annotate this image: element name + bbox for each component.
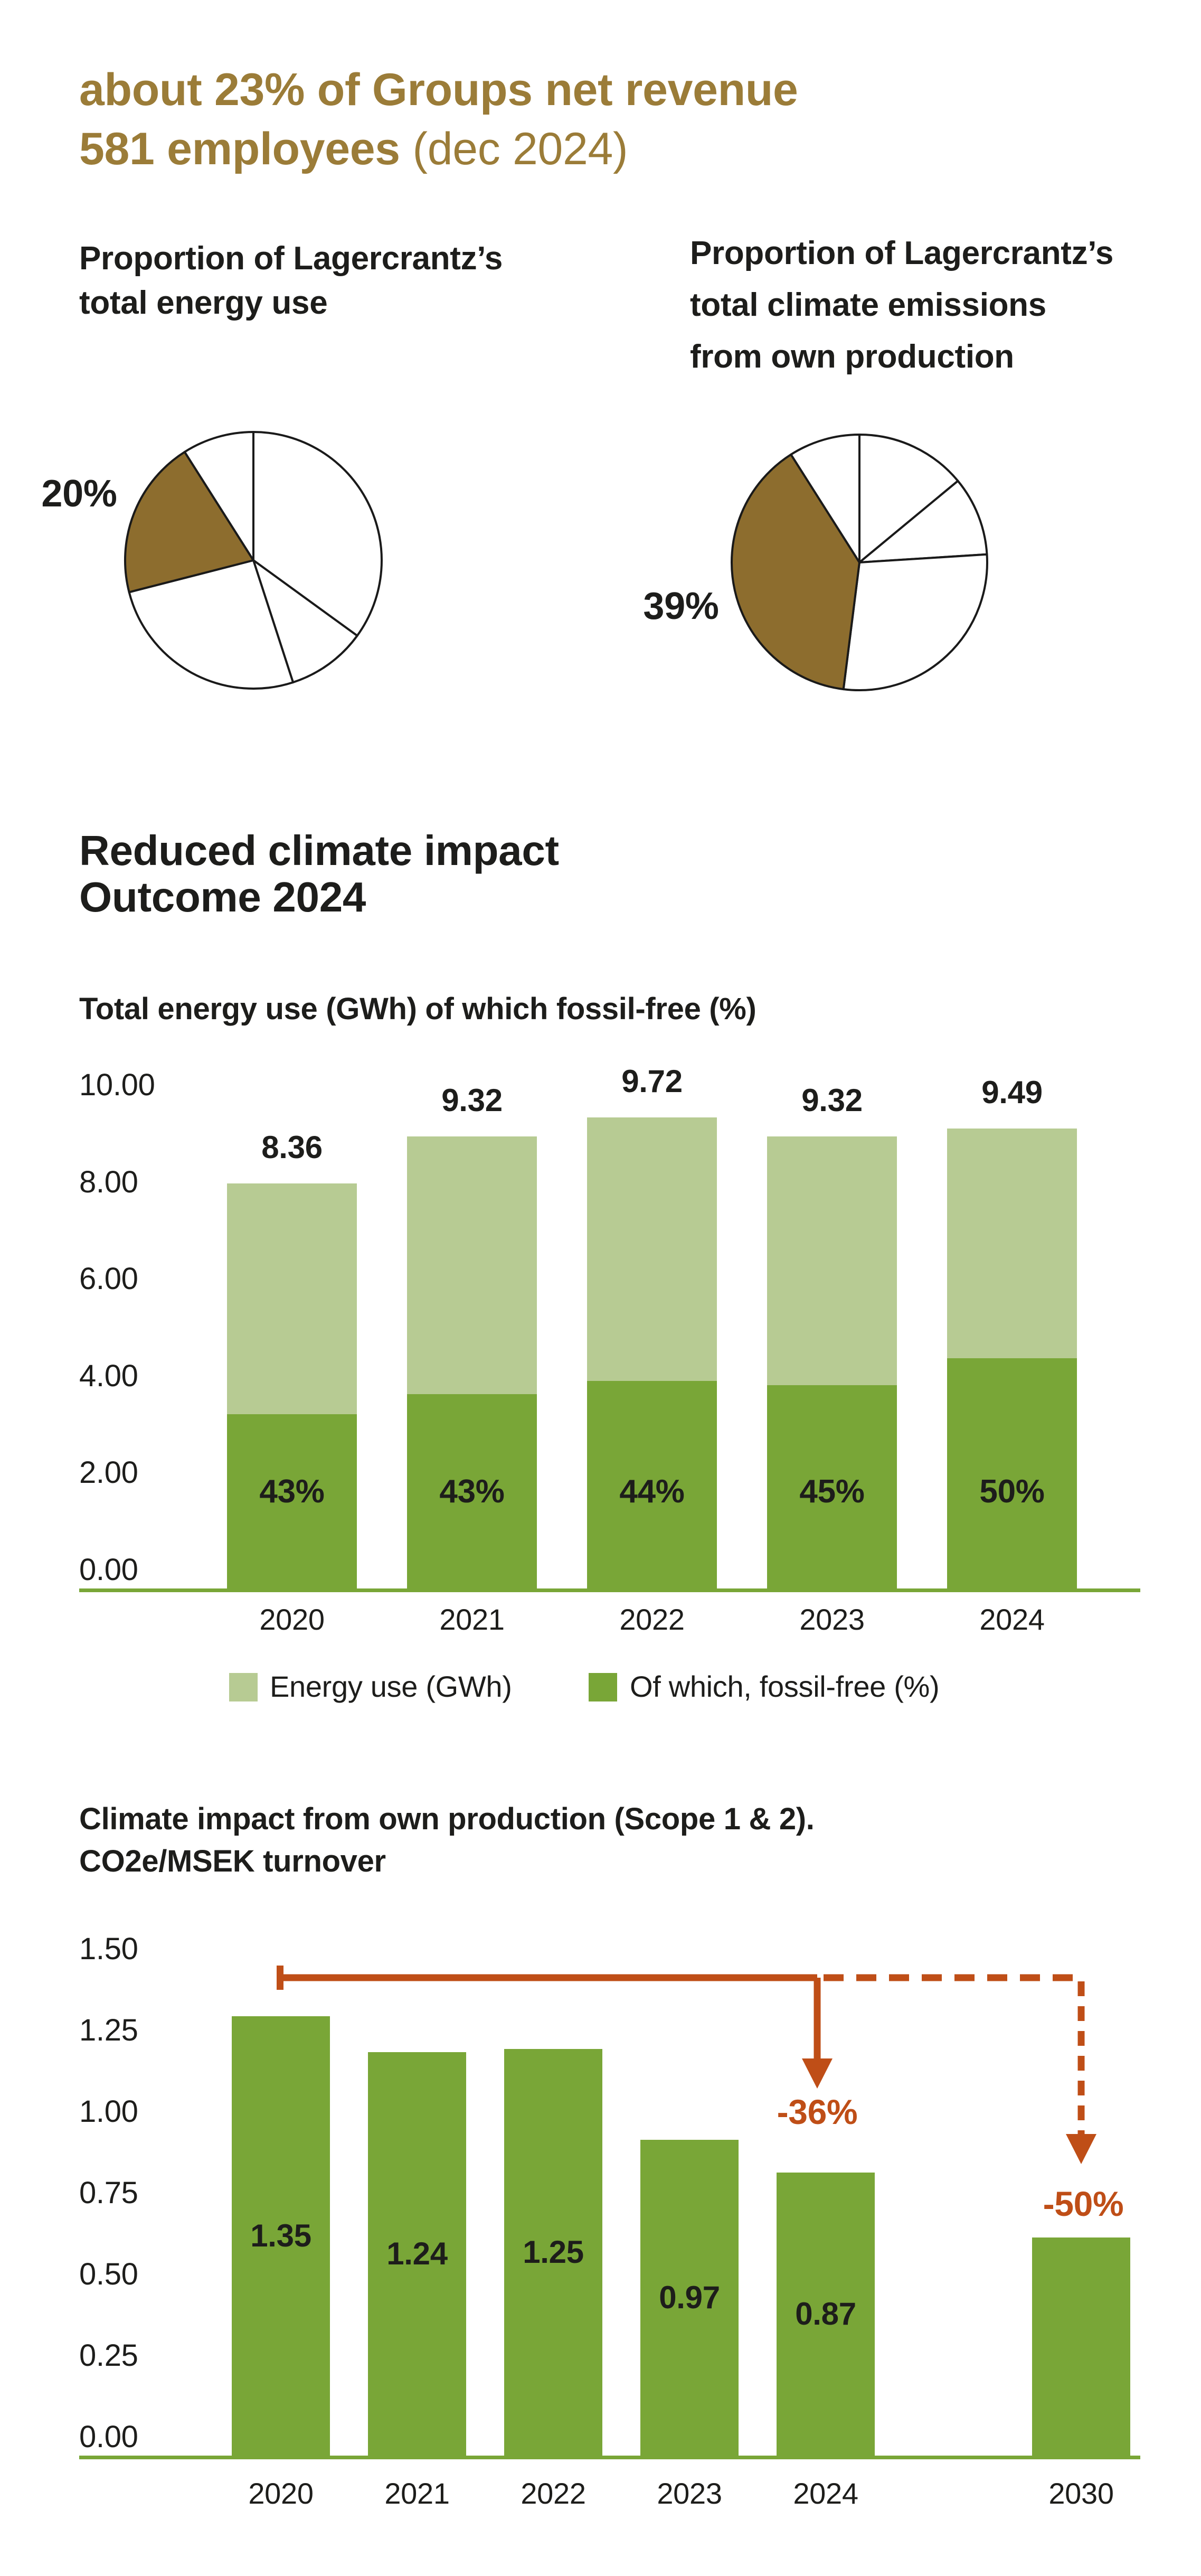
header-employees-date: (dec 2024) [400, 124, 628, 174]
chart2-value-label-2023: 0.97 [659, 2280, 720, 2315]
chart1-bar-fossil-free-2024 [947, 1358, 1077, 1591]
header-employees-count: 581 employees [79, 124, 400, 174]
chart2-x-label-2021: 2021 [384, 2477, 450, 2510]
chart1-share-label-2020: 43% [259, 1473, 325, 1510]
chart1-share-label-2022: 44% [619, 1473, 685, 1510]
chart2-bar-2023 [640, 2140, 739, 2458]
chart2-y-tick-0.75: 0.75 [79, 2176, 138, 2210]
chart1-y-tick-10.00: 10.00 [79, 1068, 155, 1102]
chart1-x-label-2022: 2022 [619, 1603, 685, 1636]
chart2-bar-2030 [1032, 2237, 1130, 2458]
chart2-value-label-2021: 1.24 [386, 2236, 448, 2271]
legend-label-energy-use: Energy use (GWh) [270, 1670, 512, 1703]
pie-slice-2 [128, 559, 295, 690]
chart1-y-tick-2.00: 2.00 [79, 1455, 138, 1490]
chart2-x-label-2022: 2022 [521, 2477, 586, 2510]
chart2-y-tick-1.00: 1.00 [79, 2094, 138, 2129]
header-revenue-line: about 23% of Groups net revenue [79, 64, 798, 115]
chart1-x-label-2021: 2021 [439, 1603, 505, 1636]
chart1-value-label-2023: 9.32 [801, 1083, 863, 1118]
chart2-bar-2024 [777, 2173, 875, 2458]
annotation-arrow-36-head [802, 2058, 833, 2089]
chart2-value-label-2020: 1.35 [250, 2218, 311, 2253]
pie-slice-0 [252, 431, 383, 637]
chart1-bar-fossil-free-2021 [407, 1394, 537, 1591]
chart1-bar-energy-2021 [407, 1136, 537, 1394]
chart1-bar-fossil-free-2020 [227, 1414, 357, 1591]
pie-title-line: Proportion of Lagercrantz’s [690, 235, 1114, 271]
pie-title-line: total climate emissions [690, 287, 1046, 323]
chart1-bar-energy-2022 [587, 1117, 717, 1381]
chart1-share-label-2024: 50% [979, 1473, 1045, 1510]
pie-slice-2 [842, 553, 988, 691]
chart1-x-label-2024: 2024 [979, 1603, 1045, 1636]
chart1-value-label-2024: 9.49 [981, 1075, 1043, 1110]
chart1-bar-energy-2024 [947, 1129, 1077, 1359]
chart1-value-label-2020: 8.36 [261, 1130, 323, 1165]
energy-use-pie-chart [124, 431, 383, 690]
chart2-bar-2021 [368, 2052, 466, 2458]
chart1-y-tick-4.00: 4.00 [79, 1359, 138, 1393]
chart1-x-label-2020: 2020 [259, 1603, 325, 1636]
pie-slice-0 [858, 434, 959, 563]
chart1-share-label-2023: 45% [799, 1473, 865, 1510]
chart2-value-label-2024: 0.87 [795, 2296, 856, 2331]
pie-title-line: Proportion of Lagercrantz’s [79, 240, 503, 277]
chart1-bar-fossil-free-2023 [767, 1385, 897, 1591]
chart2-y-tick-1.25: 1.25 [79, 2013, 138, 2047]
annotation-arrow-50-head [1066, 2134, 1096, 2164]
chart1-bar-energy-2020 [227, 1183, 357, 1414]
chart2-y-tick-1.50: 1.50 [79, 1932, 138, 1966]
legend-swatch-energy-use [229, 1673, 258, 1701]
chart2-title: Climate impact from own production (Scop… [79, 1802, 815, 1836]
chart1-y-tick-6.00: 6.00 [79, 1262, 138, 1296]
chart1-bar-energy-2023 [767, 1136, 897, 1385]
chart1-value-label-2021: 9.32 [441, 1083, 503, 1118]
pie-slice-highlight [124, 450, 254, 594]
reduction-target-annotation [277, 1966, 1096, 2164]
target-label-minus-36: -36% [777, 2092, 858, 2131]
legend-label-fossil-free: Of which, fossil-free (%) [630, 1670, 940, 1703]
chart2-subtitle: CO2e/MSEK turnover [79, 1844, 386, 1878]
chart2-x-label-2030: 2030 [1048, 2477, 1114, 2510]
chart2-x-label-2020: 2020 [248, 2477, 314, 2510]
chart1-y-tick-8.00: 8.00 [79, 1165, 138, 1199]
pie-slice-4 [183, 431, 254, 561]
pie-slice-1 [858, 480, 988, 563]
chart1-y-tick-0.00: 0.00 [79, 1553, 138, 1587]
chart2-bar-2022 [504, 2049, 602, 2458]
chart2-bar-2020 [232, 2016, 330, 2458]
climate-emissions-pie-chart [731, 434, 988, 691]
header-employees-line: 581 employees (dec 2024) [79, 123, 628, 175]
chart2-y-tick-0.00: 0.00 [79, 2420, 138, 2454]
chart2-value-label-2022: 1.25 [523, 2234, 584, 2270]
target-label-minus-50: -50% [1043, 2184, 1124, 2223]
section-title-line-1: Reduced climate impact [79, 827, 559, 874]
chart1-title: Total energy use (GWh) of which fossil-f… [79, 992, 756, 1026]
annotation-start-cap [277, 1966, 283, 1990]
chart2-x-axis-line [79, 2456, 1140, 2459]
pie-title-line: total energy use [79, 285, 328, 321]
chart1-bar-fossil-free-2022 [587, 1381, 717, 1591]
pie-label-emissions-share: 39% [643, 585, 719, 627]
pie-slice-1 [252, 559, 358, 684]
chart1-x-label-2023: 2023 [799, 1603, 865, 1636]
chart1-value-label-2022: 9.72 [621, 1064, 683, 1099]
chart2-x-label-2023: 2023 [657, 2477, 722, 2510]
chart1-share-label-2021: 43% [439, 1473, 505, 1510]
chart2-y-tick-0.25: 0.25 [79, 2338, 138, 2373]
pie-label-energy-share: 20% [41, 473, 117, 515]
pie-title-line: from own production [690, 339, 1014, 375]
legend-swatch-fossil-free [589, 1673, 617, 1701]
section-title-line-2: Outcome 2024 [79, 873, 366, 920]
chart2-x-label-2024: 2024 [793, 2477, 858, 2510]
chart2-y-tick-0.50: 0.50 [79, 2257, 138, 2291]
pie-slice-4 [790, 434, 860, 563]
